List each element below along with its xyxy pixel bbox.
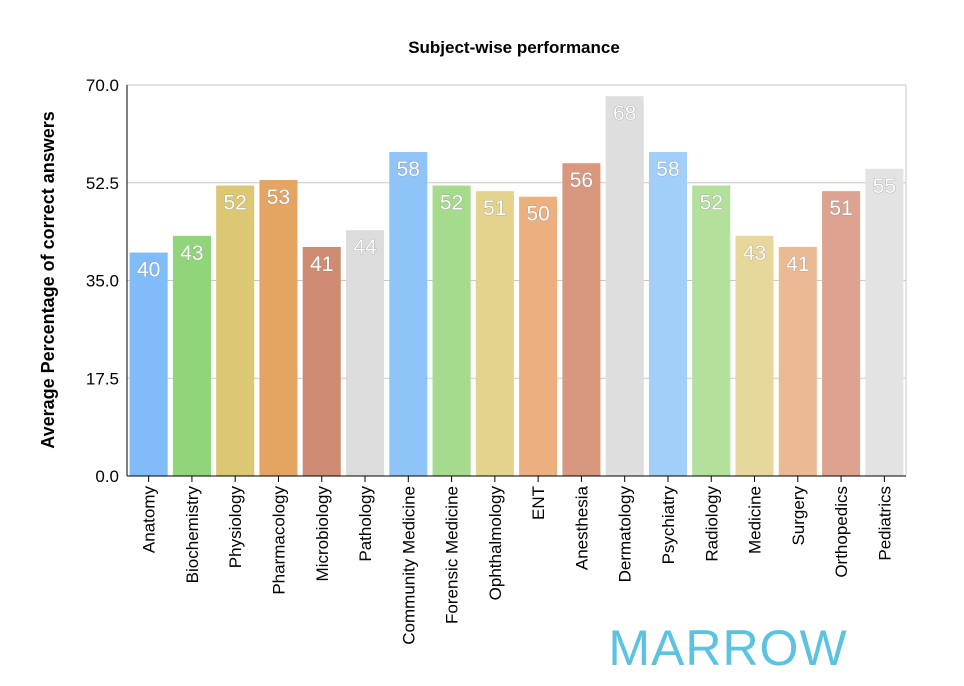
data-label: 51: [483, 197, 506, 220]
bar: [432, 185, 471, 477]
data-label: 41: [310, 253, 333, 276]
data-label: 43: [180, 242, 203, 265]
x-tick-label: ENT: [529, 486, 548, 520]
axes: [126, 85, 907, 482]
data-label: 41: [786, 253, 809, 276]
bar: [735, 235, 774, 476]
data-label: 44: [353, 236, 377, 259]
x-tick-label: Pathology: [356, 486, 375, 562]
marrow-logo: MARROW: [608, 620, 847, 676]
data-label: 53: [267, 186, 290, 209]
data-label: 56: [570, 169, 593, 192]
bar: [692, 185, 731, 477]
data-label: 52: [224, 192, 247, 215]
bar: [605, 96, 644, 477]
bars: [129, 96, 904, 477]
y-axis-label: Average Percentage of correct answers: [38, 111, 58, 449]
x-tick-label: Radiology: [702, 486, 721, 562]
bar: [216, 185, 255, 477]
x-tick-label: Pediatrics: [875, 486, 894, 561]
y-tick-label: 17.5: [86, 369, 119, 388]
x-tick-label: Anesthesia: [572, 485, 591, 570]
y-tick-label: 0.0: [95, 467, 119, 486]
y-tick-label: 52.5: [86, 174, 119, 193]
x-tick-label: Microbiology: [313, 486, 332, 582]
data-label: 58: [397, 158, 420, 181]
bar: [475, 191, 514, 476]
x-tick-label: Surgery: [789, 486, 808, 546]
data-label: 40: [137, 259, 160, 282]
x-tick-label: Orthopedics: [832, 486, 851, 578]
bar: [345, 230, 385, 476]
data-label: 52: [440, 192, 463, 215]
x-tick-label: Ophthalmology: [486, 486, 505, 601]
chart-title: Subject-wise performance: [408, 38, 620, 57]
data-label: 55: [873, 175, 896, 198]
bar: [129, 252, 168, 476]
bar: [302, 246, 341, 476]
bar: [865, 168, 904, 477]
data-label: 51: [829, 197, 852, 220]
data-labels: 40 43 52 53 41 44 58 52 51 50 56 68 58 52 43 41 51 55: [137, 102, 897, 282]
x-tick-label: Pharmacology: [269, 486, 288, 595]
data-label: 43: [743, 242, 766, 265]
x-tick-label: Physiology: [226, 486, 245, 569]
bar: [648, 152, 688, 476]
bar: [519, 196, 558, 476]
y-axis-ticks: 0.0 17.5 35.0 52.5 70.0: [86, 76, 119, 486]
bar: [172, 235, 211, 476]
x-tick-label: Biochemistry: [183, 486, 202, 584]
data-label: 52: [700, 192, 723, 215]
x-tick-label: Community Medicine: [399, 486, 418, 645]
bar: [822, 191, 861, 476]
y-tick-label: 70.0: [86, 76, 119, 95]
bar: [259, 179, 298, 476]
data-label: 68: [613, 102, 636, 125]
x-tick-label: Forensic Medicine: [443, 486, 462, 624]
bar: [562, 163, 601, 476]
bar: [778, 246, 817, 476]
x-tick-label: Anatomy: [140, 486, 159, 554]
x-tick-label: Psychiatry: [659, 486, 678, 565]
gridlines: [127, 84, 906, 379]
y-tick-label: 35.0: [86, 272, 119, 291]
x-tick-label: Medicine: [746, 486, 765, 554]
data-label: 50: [526, 203, 549, 226]
category-labels: Anatomy Biochemistry Physiology Pharmacolog…: [140, 485, 895, 644]
data-label: 58: [656, 158, 679, 181]
x-tick-label: Dermatology: [616, 486, 635, 583]
bar: [389, 152, 428, 476]
